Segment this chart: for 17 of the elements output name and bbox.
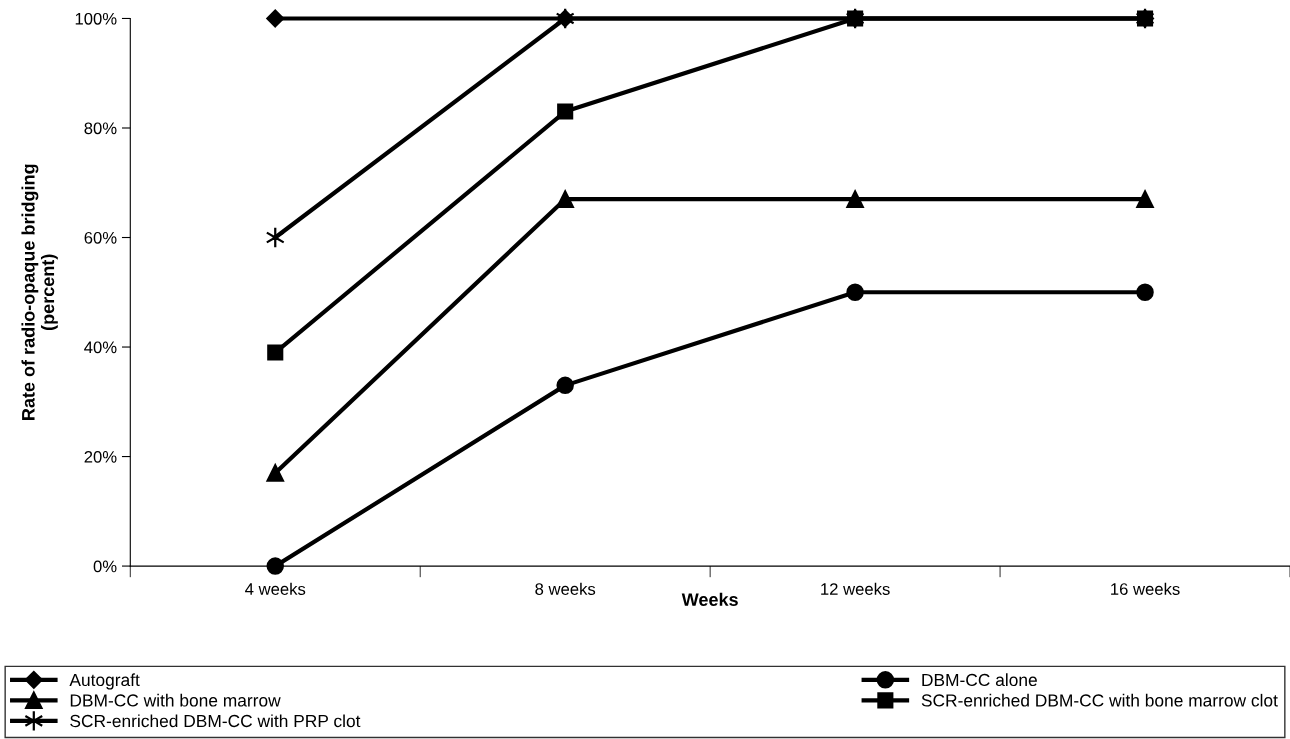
legend-label: Autograft [69, 673, 140, 690]
legend-label: DBM-CC with bone marrow [70, 693, 281, 707]
legend-label: DBM-CC alone [922, 673, 1037, 687]
x-tick-label: 12 weeks [821, 582, 890, 595]
y-axis-title: Rate of radio-opaque bridging (percent) [21, 164, 58, 420]
y-tick-label: 100% [75, 12, 117, 25]
y-tick-label: 80% [84, 122, 117, 135]
x-tick-label: 16 weeks [1111, 582, 1180, 595]
y-tick-label: 0% [93, 560, 117, 573]
x-tick-label: 8 weeks [535, 582, 596, 595]
x-tick-label: 4 weeks [245, 582, 306, 595]
y-tick-label: 40% [84, 341, 117, 354]
x-axis-title: Weeks [681, 592, 738, 606]
legend-label: SCR-enriched DBM-CC with PRP clot [70, 714, 361, 728]
y-tick-label: 20% [84, 450, 117, 463]
y-tick-label: 60% [84, 231, 117, 244]
legend-label: SCR-enriched DBM-CC with bone marrow clot [921, 693, 1278, 707]
